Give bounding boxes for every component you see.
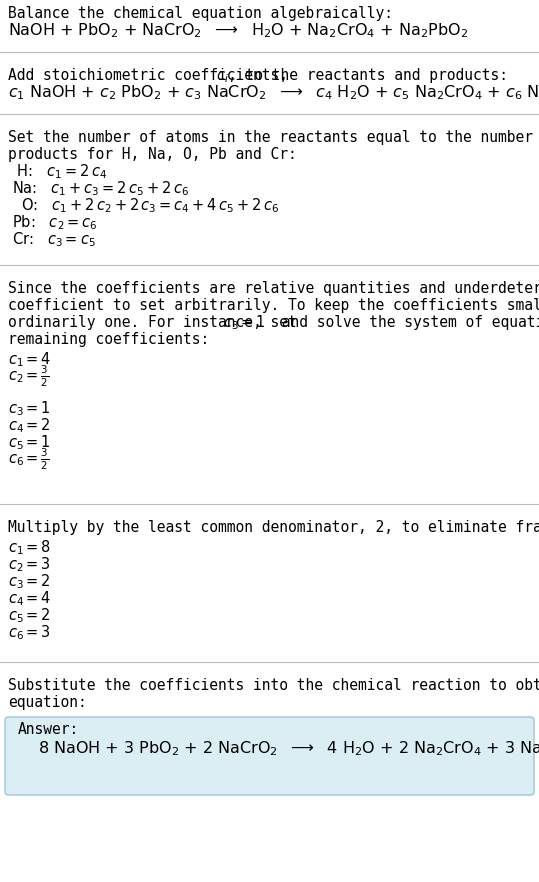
Text: Balance the chemical equation algebraically:: Balance the chemical equation algebraica… xyxy=(8,6,393,21)
Text: $c_2 = 3$: $c_2 = 3$ xyxy=(8,555,51,573)
Text: Na:   $c_1 + c_3 = 2\,c_5 + 2\,c_6$: Na: $c_1 + c_3 = 2\,c_5 + 2\,c_6$ xyxy=(12,179,189,198)
Text: $c_6 = \frac{3}{2}$: $c_6 = \frac{3}{2}$ xyxy=(8,447,50,472)
Text: equation:: equation: xyxy=(8,695,87,710)
Text: products for H, Na, O, Pb and Cr:: products for H, Na, O, Pb and Cr: xyxy=(8,147,297,162)
Text: $c_4 = 2$: $c_4 = 2$ xyxy=(8,416,51,435)
Text: coefficient to set arbitrarily. To keep the coefficients small, the arbitrary va: coefficient to set arbitrarily. To keep … xyxy=(8,298,539,313)
Text: Substitute the coefficients into the chemical reaction to obtain the balanced: Substitute the coefficients into the che… xyxy=(8,678,539,693)
Text: $c_i$: $c_i$ xyxy=(216,69,229,85)
Text: Set the number of atoms in the reactants equal to the number of atoms in the: Set the number of atoms in the reactants… xyxy=(8,130,539,145)
Text: NaOH + PbO$_2$ + NaCrO$_2$  $\longrightarrow$  H$_2$O + Na$_2$CrO$_4$ + Na$_2$Pb: NaOH + PbO$_2$ + NaCrO$_2$ $\longrightar… xyxy=(8,22,468,41)
Text: Answer:: Answer: xyxy=(18,721,79,736)
Text: $c_3 = 1$: $c_3 = 1$ xyxy=(223,313,265,332)
Text: remaining coefficients:: remaining coefficients: xyxy=(8,332,209,347)
Text: $c_3 = 1$: $c_3 = 1$ xyxy=(8,399,51,417)
Text: $c_1$ NaOH + $c_2$ PbO$_2$ + $c_3$ NaCrO$_2$  $\longrightarrow$  $c_4$ H$_2$O + : $c_1$ NaOH + $c_2$ PbO$_2$ + $c_3$ NaCrO… xyxy=(8,84,539,102)
FancyBboxPatch shape xyxy=(5,717,534,795)
Text: O:   $c_1 + 2\,c_2 + 2\,c_3 = c_4 + 4\,c_5 + 2\,c_6$: O: $c_1 + 2\,c_2 + 2\,c_3 = c_4 + 4\,c_5… xyxy=(12,196,279,214)
Text: Since the coefficients are relative quantities and underdetermined, choose a: Since the coefficients are relative quan… xyxy=(8,280,539,295)
Text: $c_4 = 4$: $c_4 = 4$ xyxy=(8,589,51,608)
Text: Pb:   $c_2 = c_6$: Pb: $c_2 = c_6$ xyxy=(12,213,98,232)
Text: $c_6 = 3$: $c_6 = 3$ xyxy=(8,623,51,641)
Text: , to the reactants and products:: , to the reactants and products: xyxy=(228,68,508,83)
Text: $c_3 = 2$: $c_3 = 2$ xyxy=(8,572,51,591)
Text: Cr:   $c_3 = c_5$: Cr: $c_3 = c_5$ xyxy=(12,230,96,249)
Text: Add stoichiometric coefficients,: Add stoichiometric coefficients, xyxy=(8,68,297,83)
Text: $c_1 = 4$: $c_1 = 4$ xyxy=(8,350,51,369)
Text: and solve the system of equations for the: and solve the system of equations for th… xyxy=(273,315,539,330)
Text: ordinarily one. For instance, set: ordinarily one. For instance, set xyxy=(8,315,306,330)
Text: $c_2 = \frac{3}{2}$: $c_2 = \frac{3}{2}$ xyxy=(8,363,50,389)
Text: $c_1 = 8$: $c_1 = 8$ xyxy=(8,538,51,557)
Text: Multiply by the least common denominator, 2, to eliminate fractional coefficient: Multiply by the least common denominator… xyxy=(8,519,539,534)
Text: 8 NaOH + 3 PbO$_2$ + 2 NaCrO$_2$  $\longrightarrow$  4 H$_2$O + 2 Na$_2$CrO$_4$ : 8 NaOH + 3 PbO$_2$ + 2 NaCrO$_2$ $\longr… xyxy=(38,740,539,759)
Text: H:   $c_1 = 2\,c_4$: H: $c_1 = 2\,c_4$ xyxy=(12,162,107,181)
Text: $c_5 = 2$: $c_5 = 2$ xyxy=(8,606,51,624)
Text: $c_5 = 1$: $c_5 = 1$ xyxy=(8,433,51,452)
